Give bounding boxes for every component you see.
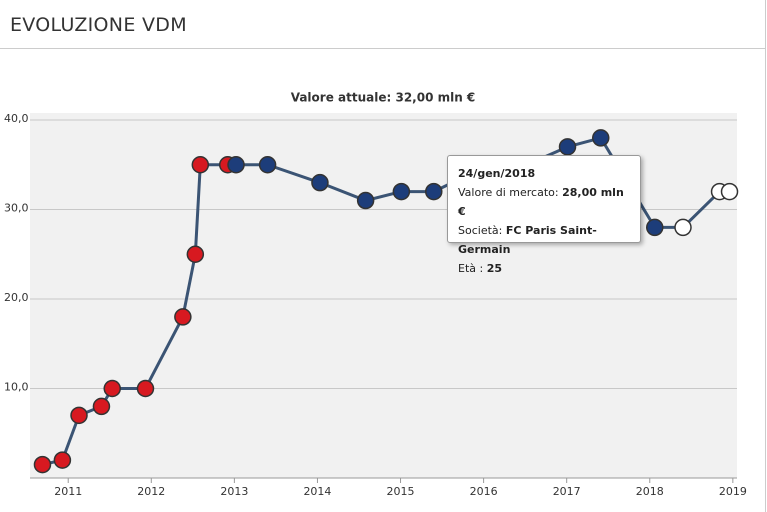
point (136, 379, 155, 398)
point (33, 455, 52, 474)
point (70, 406, 88, 425)
tooltip-label: Valore di mercato: (458, 186, 559, 199)
tooltip-line: Società: FC Paris Saint-Germain (458, 221, 630, 259)
tooltip-label: Società: (458, 224, 503, 237)
y-tick-label: 10,0 (4, 381, 29, 394)
tooltip-line: Età : 25 (458, 259, 630, 278)
x-tick-label: 2017 (553, 485, 581, 498)
tooltip-club: FC Paris Saint-Germain (458, 224, 597, 256)
point (720, 182, 739, 201)
tooltip-age: 25 (486, 262, 503, 275)
point (258, 156, 277, 174)
point (356, 191, 375, 210)
point (191, 156, 210, 174)
tooltip-label: Età : (458, 262, 484, 275)
tooltip: 24/gen/2018 Valore di mercato: 28,00 mln… (447, 155, 641, 275)
x-tick-label: 2014 (303, 485, 331, 498)
divider (765, 48, 766, 512)
point (103, 379, 121, 398)
x-tick-label: 2012 (137, 485, 165, 498)
y-tick-label: 40,0 (4, 112, 29, 125)
tooltip-line: Valore di mercato: 28,00 mln € (458, 183, 630, 221)
point (92, 397, 111, 416)
point (558, 138, 577, 156)
point (53, 451, 72, 469)
chart-subtitle: Valore attuale: 32,00 mln € (291, 91, 476, 105)
x-tick-label: 2015 (387, 485, 415, 498)
y-tick-label: 30,0 (4, 202, 29, 215)
tooltip-line: 24/gen/2018 (458, 164, 630, 183)
point (392, 182, 411, 201)
point (425, 182, 443, 201)
x-tick-label: 2013 (220, 485, 248, 498)
point (227, 156, 245, 174)
x-tick-label: 2018 (636, 485, 664, 498)
point (674, 218, 692, 237)
point (646, 218, 664, 237)
point (174, 308, 192, 326)
x-tick-label: 2019 (719, 485, 747, 498)
x-tick-label: 2016 (470, 485, 498, 498)
header-title: EVOLUZIONE VDM (10, 14, 187, 36)
y-tick-label: 20,0 (4, 291, 29, 304)
tooltip-value: 28,00 mln € (458, 186, 624, 218)
point (311, 173, 329, 192)
point (186, 245, 205, 263)
tooltip-date: 24/gen/2018 (458, 167, 536, 180)
point (592, 129, 610, 147)
x-tick-label: 2011 (54, 485, 82, 498)
header: EVOLUZIONE VDM (0, 0, 766, 49)
